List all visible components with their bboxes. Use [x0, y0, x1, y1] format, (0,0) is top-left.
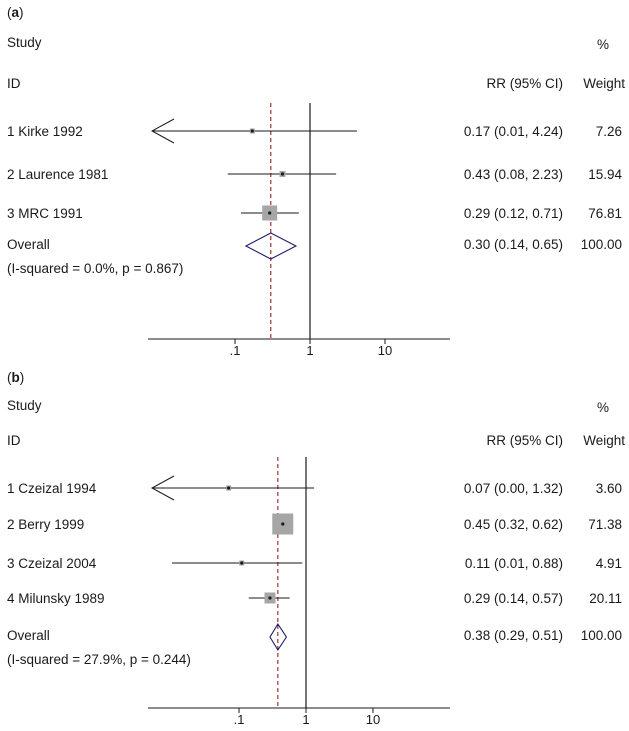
- panel-a-overall-weight: 100.00: [581, 237, 622, 252]
- panel-b-study-4-rr-ci: 0.29 (0.14, 0.57): [464, 591, 563, 606]
- panel-a-study-1-label: 1 Kirke 1992: [7, 124, 83, 139]
- panel-b-study-1-rr-ci: 0.07 (0.00, 1.32): [464, 481, 563, 496]
- panel-a-study-2-weight: 15.94: [588, 167, 622, 182]
- panel-a-overall-diamond: [244, 232, 298, 260]
- panel-b-study-2-rr-ci: 0.45 (0.32, 0.62): [464, 517, 563, 532]
- panel-b-label: (b): [7, 370, 24, 385]
- panel-b-study-1-ci-arrow: [150, 475, 175, 501]
- panel-b-overall-label: Overall: [7, 628, 50, 643]
- panel-a-header-rr: RR (95% CI): [486, 76, 563, 91]
- panel-b-study-4-point: [268, 596, 272, 600]
- panel-b-header-rr: RR (95% CI): [486, 433, 563, 448]
- panel-a-study-1-ci-arrow: [150, 118, 175, 144]
- panel-a-study-3-weight: 76.81: [588, 206, 622, 221]
- panel-a-heterogeneity: (I-squared = 0.0%, p = 0.867): [7, 261, 183, 276]
- panel-a-overall-label: Overall: [7, 237, 50, 252]
- panel-b-study-1-point: [227, 486, 231, 490]
- panel-b-study-3-point: [240, 561, 244, 565]
- panel-b-study-4-weight: 20.11: [589, 591, 622, 606]
- panel-b-header-weight: Weight: [583, 433, 625, 448]
- panel-a-overall-rr-ci: 0.30 (0.14, 0.65): [464, 237, 563, 252]
- panel-a-header-study: Study: [7, 35, 42, 50]
- panel-b-heterogeneity: (I-squared = 27.9%, p = 0.244): [7, 652, 191, 667]
- panel-b-study-4-label: 4 Milunsky 1989: [7, 591, 105, 606]
- panel-a-study-3-point: [268, 211, 272, 215]
- panel-b-overall-weight: 100.00: [581, 628, 622, 643]
- panel-a-study-2-label: 2 Laurence 1981: [7, 167, 108, 182]
- panel-b-study-2-weight: 71.38: [588, 517, 622, 532]
- panel-a-study-3-label: 3 MRC 1991: [7, 206, 83, 221]
- panel-a-label: (a): [7, 5, 24, 20]
- panel-a-study-3-rr-ci: 0.29 (0.12, 0.71): [464, 206, 563, 221]
- panel-b-study-3-weight: 4.91: [596, 556, 622, 571]
- panel-a-study-1-rr-ci: 0.17 (0.01, 4.24): [464, 124, 563, 139]
- panel-a-study-1-point: [250, 129, 254, 133]
- panel-a-x-tick-label-2: 1: [306, 343, 313, 358]
- panel-b-x-tick-label-2: 1: [302, 712, 309, 727]
- panel-b-study-3-label: 3 Czeizal 2004: [7, 556, 97, 571]
- panel-a-x-tick-label-3: 10: [378, 343, 392, 358]
- panel-b-x-tick-label-3: 10: [366, 712, 380, 727]
- panel-a-study-2-point: [280, 172, 285, 176]
- panel-b-study-2-point: [281, 522, 285, 526]
- panel-b-study-1-label: 1 Czeizal 1994: [7, 481, 97, 496]
- panel-a-header-id: ID: [7, 76, 21, 91]
- panel-a-study-2-rr-ci: 0.43 (0.08, 2.23): [464, 167, 563, 182]
- panel-b-x-tick-label-1: .1: [234, 712, 245, 727]
- panel-a-header-weight: Weight: [583, 76, 625, 91]
- panel-b-overall-diamond: [269, 622, 288, 652]
- panel-b-study-2-label: 2 Berry 1999: [7, 517, 84, 532]
- panel-b-study-1-weight: 3.60: [596, 481, 622, 496]
- panel-b-header-study: Study: [7, 398, 42, 413]
- panel-a-header-percent: %: [597, 37, 609, 52]
- panel-b-overall-rr-ci: 0.38 (0.29, 0.51): [464, 628, 563, 643]
- panel-b-header-id: ID: [7, 433, 21, 448]
- panel-b-study-3-rr-ci: 0.11 (0.01, 0.88): [465, 556, 563, 571]
- panel-a-x-tick-label-1: .1: [230, 343, 241, 358]
- panel-b-header-percent: %: [597, 400, 609, 415]
- panel-a-study-1-weight: 7.26: [596, 124, 622, 139]
